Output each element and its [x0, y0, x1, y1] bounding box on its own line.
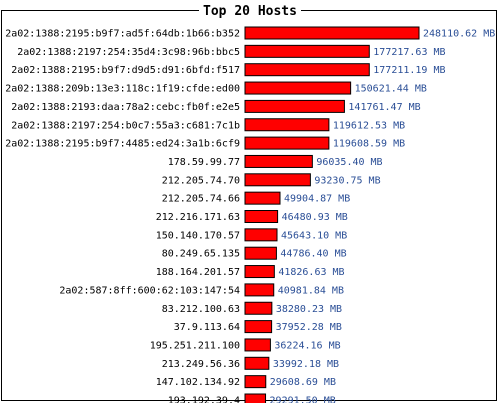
host-label: 2a02:587:8ff:600:62:103:147:54	[59, 285, 240, 296]
bar	[244, 228, 278, 242]
value-label: 38280.23 MB	[276, 304, 342, 315]
host-label: 2a02:1388:2195:b9f7:4485:ed24:3a1b:6cf9	[5, 139, 240, 150]
bar	[244, 393, 267, 403]
bar	[244, 191, 281, 205]
host-label: 80.249.65.135	[162, 249, 240, 260]
host-label: 2a02:1388:2195:b9f7:ad5f:64db:1b66:b352	[5, 29, 240, 40]
host-label: 2a02:1388:2195:b9f7:d9d5:d91:6bfd:f517	[11, 65, 240, 76]
value-label: 29291.50 MB	[270, 396, 336, 403]
host-label: 212.205.74.70	[162, 175, 240, 186]
host-label: 2a02:1388:2197:254:b0c7:55a3:c681:7c1b	[11, 120, 240, 131]
value-label: 37952.28 MB	[276, 322, 342, 333]
host-label: 2a02:1388:2193:daa:78a2:cebc:fb0f:e2e5	[11, 102, 240, 113]
value-label: 96035.40 MB	[316, 157, 382, 168]
bar	[244, 338, 271, 352]
value-label: 119612.53 MB	[333, 120, 405, 131]
value-label: 36224.16 MB	[274, 340, 340, 351]
value-label: 41826.63 MB	[278, 267, 344, 278]
host-label: 193.192.39.4	[168, 396, 240, 403]
bar	[244, 26, 420, 40]
value-label: 40981.84 MB	[278, 285, 344, 296]
host-label: 178.59.99.77	[168, 157, 240, 168]
value-label: 93230.75 MB	[314, 175, 380, 186]
value-label: 29608.69 MB	[270, 377, 336, 388]
value-label: 150621.44 MB	[355, 84, 427, 95]
bar	[244, 44, 370, 58]
host-label: 83.212.100.63	[162, 304, 240, 315]
value-label: 141761.47 MB	[348, 102, 420, 113]
value-label: 33992.18 MB	[273, 359, 339, 370]
value-label: 177211.19 MB	[373, 65, 445, 76]
value-label: 248110.62 MB	[423, 29, 495, 40]
value-label: 119608.59 MB	[333, 139, 405, 150]
value-label: 177217.63 MB	[373, 47, 445, 58]
host-label: 37.9.113.64	[174, 322, 240, 333]
bar	[244, 356, 270, 370]
host-label: 2a02:1388:209b:13e3:118c:1f19:cfde:ed00	[5, 84, 240, 95]
bar	[244, 246, 277, 260]
bar	[244, 265, 275, 279]
bar	[244, 81, 352, 95]
chart-title: Top 20 Hosts	[0, 4, 500, 19]
host-label: 147.102.134.92	[156, 377, 240, 388]
host-label: 150.140.170.57	[156, 230, 240, 241]
bar	[244, 99, 345, 113]
host-label: 195.251.211.100	[150, 340, 240, 351]
host-label: 188.164.201.57	[156, 267, 240, 278]
host-label: 212.216.171.63	[156, 212, 240, 223]
bar	[244, 154, 313, 168]
value-label: 44786.40 MB	[280, 249, 346, 260]
bar	[244, 375, 267, 389]
bar	[244, 63, 370, 77]
bar	[244, 301, 273, 315]
value-label: 49904.87 MB	[284, 194, 350, 205]
value-label: 46480.93 MB	[282, 212, 348, 223]
bar	[244, 320, 273, 334]
bar	[244, 136, 330, 150]
host-label: 212.205.74.66	[162, 194, 240, 205]
bar	[244, 118, 330, 132]
bar	[244, 283, 275, 297]
host-label: 2a02:1388:2197:254:35d4:3c98:96b:bbc5	[17, 47, 240, 58]
value-label: 45643.10 MB	[281, 230, 347, 241]
bar	[244, 210, 279, 223]
host-label: 213.249.56.36	[162, 359, 240, 370]
bar	[244, 173, 311, 187]
